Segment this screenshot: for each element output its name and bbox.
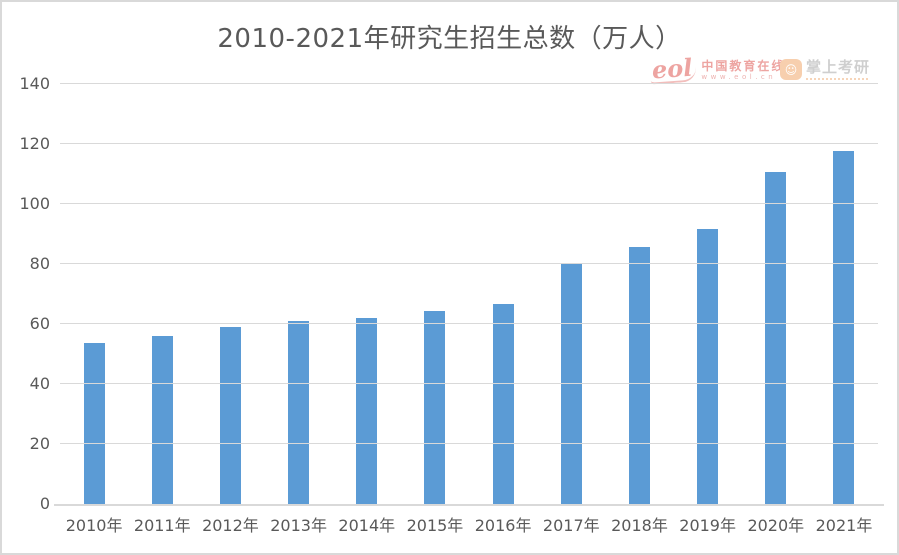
bar-slot	[128, 84, 196, 504]
plot-area	[54, 83, 884, 506]
x-axis-line	[54, 504, 884, 506]
x-tick-label: 2016年	[474, 516, 532, 535]
watermarks: eol 中国教育在线 www.eol.cn ☺ 掌上考研	[649, 53, 874, 94]
bar-2014年	[356, 317, 378, 504]
y-tick-label: 80	[29, 254, 50, 274]
gridline	[60, 83, 878, 84]
eol-brand-name: 中国教育在线	[701, 58, 786, 73]
bar-slot	[196, 84, 264, 504]
bar-slot	[605, 84, 673, 504]
x-tick-label: 2015年	[406, 516, 464, 535]
x-tick-label: 2010年	[65, 516, 123, 535]
bar-2010年	[83, 342, 105, 504]
bar-2011年	[151, 336, 173, 504]
eol-watermark: eol 中国教育在线 www.eol.cn	[649, 53, 786, 85]
y-tick-label: 0	[39, 494, 50, 513]
y-tick-label: 100	[19, 194, 50, 213]
y-tick-label: 20	[29, 434, 50, 454]
y-tick-label: 60	[29, 314, 50, 333]
bar-slot	[401, 84, 469, 504]
bar-slot	[265, 84, 333, 504]
gridline	[60, 203, 878, 204]
x-tick-label: 2021年	[815, 516, 873, 535]
x-tick-label: 2013年	[270, 516, 327, 535]
bar-slot	[742, 84, 810, 504]
x-tick-label: 2011年	[133, 516, 191, 535]
gridline	[60, 143, 878, 144]
gridline	[60, 383, 878, 384]
x-axis: 2010年 2011年 2012年 2013年 2014年 2015年 2016年 2017年…	[60, 512, 878, 536]
zsky-logo-icon: ☺	[780, 59, 802, 80]
x-tick-label: 2017年	[542, 516, 600, 535]
bar-2018年	[628, 246, 650, 504]
x-tick-label: 2014年	[338, 516, 396, 535]
gridline	[60, 263, 878, 264]
gridline	[60, 443, 878, 444]
bar-slot	[537, 84, 605, 504]
bar-slot	[810, 84, 878, 504]
bar-slot	[469, 84, 537, 504]
zsky-brand-name: 掌上考研	[806, 58, 871, 76]
x-tick-label: 2018年	[611, 516, 668, 535]
bar-2016年	[492, 303, 514, 504]
bar-2019年	[697, 228, 719, 504]
chart-title: 2010-2021年研究生招生总数（万人）	[217, 24, 682, 54]
bar-2021年	[833, 150, 855, 504]
bar-2012年	[219, 327, 241, 504]
bars-container	[60, 84, 878, 504]
gridline	[60, 323, 878, 324]
x-tick-label: 2020年	[747, 516, 805, 535]
y-axis: 0 20 40 60 80 100 120 140	[2, 74, 50, 513]
bar-2015年	[424, 310, 446, 504]
x-tick-label: 2012年	[202, 516, 259, 535]
bar-2013年	[288, 320, 310, 504]
bar-slot	[333, 84, 401, 504]
bar-slot	[60, 84, 128, 504]
zsky-watermark: ☺ 掌上考研	[780, 59, 870, 80]
bar-slot	[674, 84, 742, 504]
bar-2020年	[765, 171, 787, 504]
y-tick-label: 140	[19, 74, 50, 93]
y-tick-label: 120	[19, 134, 50, 153]
y-tick-label: 40	[29, 374, 50, 394]
zsky-subtext-line	[806, 78, 868, 80]
eol-url: www.eol.cn	[701, 72, 777, 81]
x-tick-label: 2019年	[679, 516, 736, 535]
